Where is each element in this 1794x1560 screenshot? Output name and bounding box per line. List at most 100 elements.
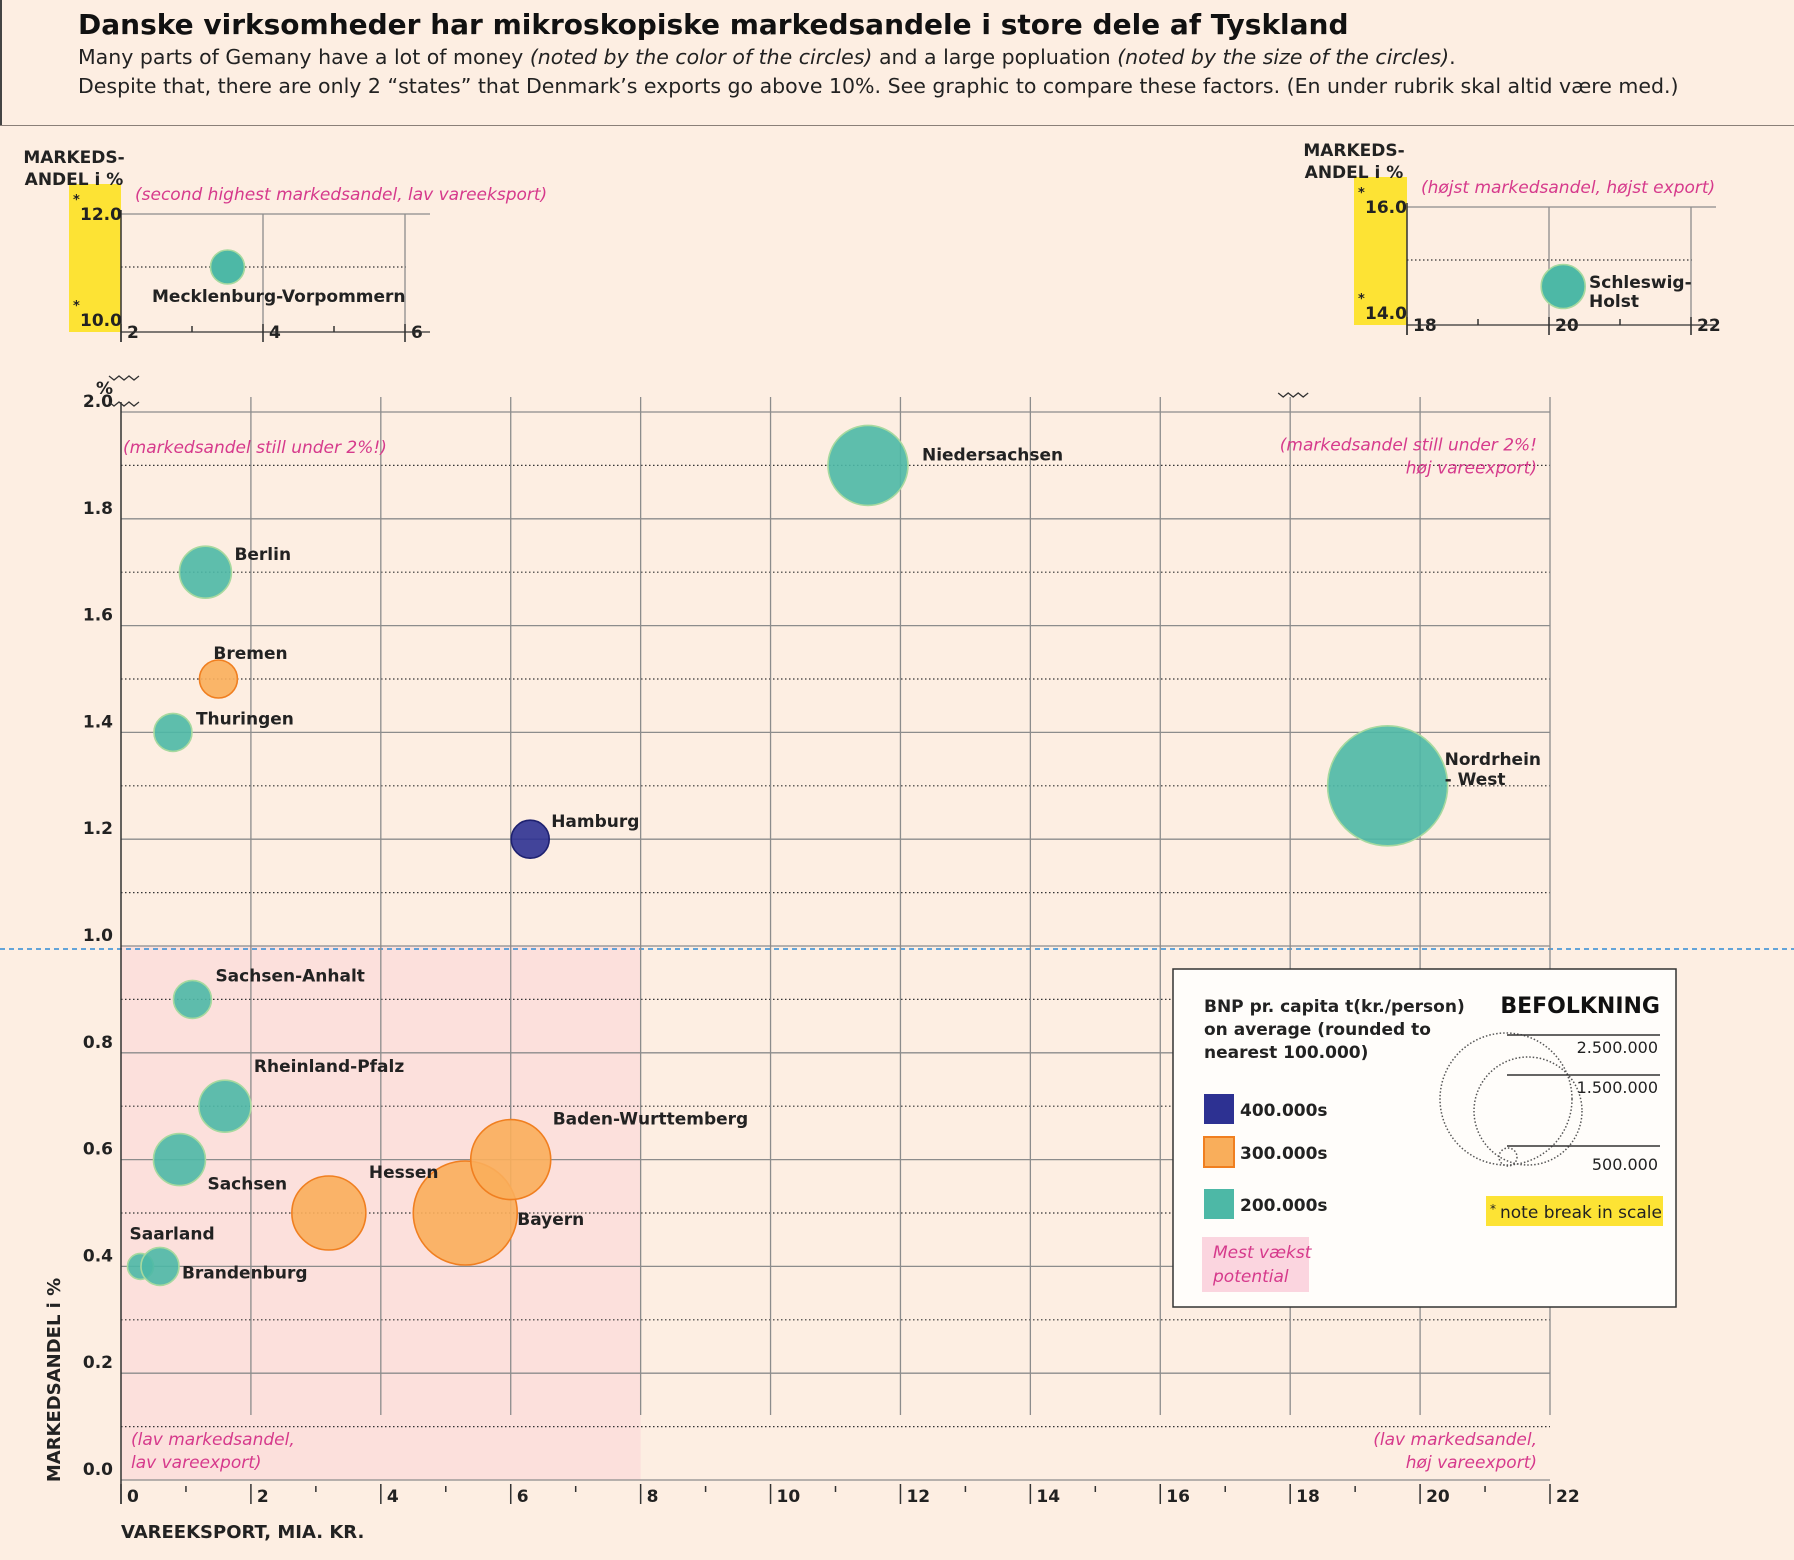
inset-x-tick-label: 6 bbox=[411, 323, 423, 343]
legend-pop-label: 500.000 bbox=[1592, 1155, 1658, 1174]
annotation-bottom-left: lav vareexport) bbox=[131, 1453, 262, 1473]
x-tick-label: 16 bbox=[1166, 1487, 1190, 1507]
inset-point-label: Schleswig- bbox=[1589, 273, 1692, 293]
subtitle-part: . bbox=[1449, 45, 1456, 69]
y-tick-label: 1.8 bbox=[83, 499, 113, 519]
tick-layer: 0.0 0.2 0.4 0.6 0.8 1.0 1.2 1.4 1.6 1.8 2.0 0 2 4 6 8 10… bbox=[44, 375, 1580, 1543]
legend-pop-circle bbox=[1498, 1147, 1518, 1167]
annotation-top-left: (markedsandel still under 2%!) bbox=[123, 438, 387, 458]
legend-swatch bbox=[1204, 1189, 1234, 1219]
inset-break-star: * bbox=[73, 299, 80, 314]
point-label: Niedersachsen bbox=[922, 445, 1063, 465]
y-tick-label: 1.2 bbox=[83, 819, 113, 839]
y-axis-title: MARKEDSANDEL i % bbox=[44, 1278, 65, 1482]
inset-y-tick-label: 12.0 bbox=[80, 205, 122, 225]
inset-axis-title: MARKEDS- bbox=[23, 148, 124, 168]
scale-break-mark bbox=[108, 401, 140, 407]
inset-x-tick-label: 2 bbox=[127, 323, 139, 343]
inset-x-tick-label: 20 bbox=[1555, 316, 1579, 336]
point-label: - West bbox=[1445, 770, 1506, 790]
bubble-nordrhein-west bbox=[1326, 724, 1449, 847]
bubble-bremen bbox=[198, 659, 239, 699]
inset-x-tick-label: 4 bbox=[269, 323, 281, 343]
legend-gdp-title: on average (rounded to bbox=[1204, 1020, 1431, 1040]
annotation-top-right: høj vareexport) bbox=[1406, 458, 1537, 478]
legend-gdp-title: nearest 100.000) bbox=[1204, 1043, 1368, 1063]
point-label: Baden-Wurttemberg bbox=[553, 1110, 749, 1130]
point-label: Bremen bbox=[213, 644, 287, 664]
legend-note-star: * bbox=[1490, 1202, 1496, 1216]
chart-title: Danske virksomheder har mikroskopiske ma… bbox=[78, 8, 1349, 41]
x-tick-label: 0 bbox=[127, 1487, 139, 1507]
point-label: Bayern bbox=[517, 1210, 584, 1230]
y-tick-label: 1.4 bbox=[83, 712, 113, 732]
inset-bubble bbox=[209, 249, 246, 285]
y-axis-percent: % bbox=[96, 379, 113, 399]
legend-pop-label: 2.500.000 bbox=[1577, 1038, 1658, 1057]
inset-point-label: Holst bbox=[1589, 292, 1639, 312]
subtitle-part-italic: (noted by the color of the circles) bbox=[529, 45, 873, 69]
x-tick-label: 4 bbox=[387, 1487, 399, 1507]
y-tick-label: 0.4 bbox=[83, 1246, 113, 1266]
inset-break-star: * bbox=[1358, 186, 1365, 201]
x-tick-label: 12 bbox=[906, 1487, 930, 1507]
legend-gdp-label: 200.000s bbox=[1240, 1196, 1328, 1216]
x-tick-label: 2 bbox=[257, 1487, 269, 1507]
inset-axis-title: MARKEDS- bbox=[1303, 141, 1404, 161]
inset-annotation: (second highest markedsandel, lav vareek… bbox=[135, 185, 547, 205]
x-axis-title: VAREEKSPORT, MIA. KR. bbox=[121, 1522, 364, 1543]
points-layer bbox=[126, 424, 1449, 1287]
bubble-sachsen-anhalt bbox=[172, 979, 213, 1020]
inset-highlight-band bbox=[69, 184, 121, 332]
y-tick-label: 0.6 bbox=[83, 1140, 113, 1160]
legend-note-box bbox=[1486, 1196, 1663, 1226]
bubble-berlin bbox=[178, 545, 233, 600]
point-label: Sachsen bbox=[207, 1175, 287, 1195]
legend-swatch bbox=[1204, 1094, 1234, 1124]
bubble-hamburg bbox=[510, 819, 551, 860]
grid-layer bbox=[120, 397, 1551, 1504]
scale-break-mark bbox=[108, 375, 140, 381]
inset-break-star: * bbox=[1358, 292, 1365, 307]
inset-point-label: Mecklenburg-Vorpommern bbox=[152, 287, 406, 307]
bubble-sachsen bbox=[152, 1132, 207, 1187]
legend-growth-label: potential bbox=[1212, 1267, 1289, 1287]
subtitle-line-1: Many parts of Gemany have a lot of money… bbox=[78, 45, 1456, 69]
point-label: Nordrhein bbox=[1445, 750, 1541, 770]
x-tick-label: 22 bbox=[1556, 1487, 1580, 1507]
legend-growth-label: Mest vækst bbox=[1213, 1243, 1313, 1263]
bubble-rheinland-pfalz bbox=[198, 1079, 252, 1133]
inset-y-tick-label: 10.0 bbox=[80, 311, 122, 331]
x-tick-label: 20 bbox=[1426, 1487, 1450, 1507]
legend-swatch bbox=[1203, 1136, 1235, 1168]
legend-gdp-label: 300.000s bbox=[1240, 1144, 1328, 1164]
bubble-thuringen bbox=[153, 712, 193, 753]
inset-x-tick-label: 18 bbox=[1413, 316, 1437, 336]
legend-note: note break in scale bbox=[1500, 1203, 1662, 1223]
y-tick-label: 0.0 bbox=[83, 1460, 113, 1480]
bubble-niedersachsen bbox=[827, 424, 909, 507]
x-tick-label: 8 bbox=[647, 1487, 659, 1507]
point-label: Brandenburg bbox=[182, 1263, 308, 1283]
annotation-bottom-left: (lav markedsandel, bbox=[131, 1430, 295, 1450]
inset-x-tick-label: 22 bbox=[1697, 316, 1721, 336]
subtitle-line-2: Despite that, there are only 2 “states” … bbox=[78, 74, 1679, 98]
point-label: Thuringen bbox=[196, 709, 294, 729]
legend-pop-label: 1.500.000 bbox=[1577, 1078, 1658, 1097]
subtitle-part: Many parts of Gemany have a lot of money bbox=[78, 45, 530, 69]
annotation-bottom-right: høj vareexport) bbox=[1406, 1453, 1537, 1473]
legend-gdp-label: 400.000s bbox=[1240, 1101, 1328, 1121]
y-tick-label: 0.2 bbox=[83, 1353, 113, 1373]
x-tick-label: 18 bbox=[1296, 1487, 1320, 1507]
x-tick-label: 10 bbox=[777, 1487, 801, 1507]
annotation-bottom-right: (lav markedsandel, bbox=[1373, 1430, 1537, 1450]
inset-axis-title: ANDEL i % bbox=[1305, 163, 1404, 183]
legend-pop-circle bbox=[1473, 1056, 1583, 1166]
bubble-baden-wurttemberg bbox=[469, 1118, 552, 1201]
legend: BNP pr. capita t(kr./person) on average (… bbox=[1172, 968, 1677, 1308]
y-tick-label: 0.8 bbox=[83, 1033, 113, 1053]
x-tick-label: 6 bbox=[517, 1487, 529, 1507]
header: Danske virksomheder har mikroskopiske ma… bbox=[0, 0, 1794, 126]
